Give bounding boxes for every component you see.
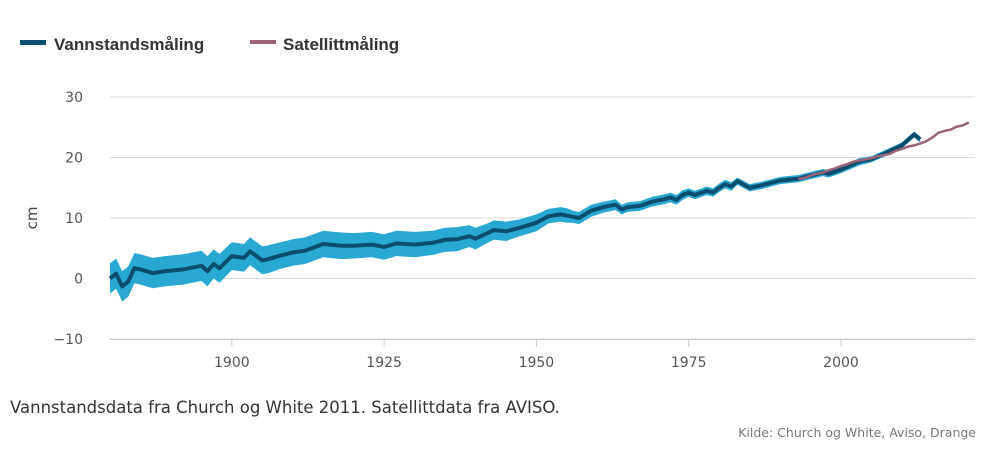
legend-swatch-satellite <box>250 40 276 44</box>
legend-item-satellite[interactable]: Satellittmåling <box>250 35 399 54</box>
x-tick-label: 1975 <box>671 355 707 371</box>
legend-item-tide-gauge[interactable]: Vannstandsmåling <box>20 35 204 54</box>
source-credit: Kilde: Church og White, Aviso, Drange <box>738 425 976 440</box>
y-axis-ticks: −10 0 10 20 30 <box>53 90 83 348</box>
sea-level-chart: Vannstandsmåling Satellittmåling −10 0 10 2… <box>20 35 975 371</box>
y-tick-label: 30 <box>65 90 83 106</box>
legend: Vannstandsmåling Satellittmåling <box>20 35 399 54</box>
y-tick-label: 20 <box>65 151 83 167</box>
x-tick-label: 1950 <box>519 355 555 371</box>
x-tick-label: 1925 <box>366 355 402 371</box>
legend-swatch-tide-gauge <box>20 40 46 45</box>
satellite-series-line <box>798 121 970 180</box>
y-axis-title: cm <box>23 207 41 230</box>
chart-caption: Vannstandsdata fra Church og White 2011.… <box>10 398 560 417</box>
plot-area <box>108 121 970 302</box>
y-tick-label: 0 <box>74 272 83 288</box>
y-tick-label: 10 <box>65 211 83 227</box>
x-axis-ticks: 1900 1925 1950 1975 2000 <box>214 339 859 371</box>
tide-gauge-series-line <box>108 132 922 289</box>
x-tick-label: 2000 <box>823 355 859 371</box>
legend-label-satellite: Satellittmåling <box>283 35 399 54</box>
tide-gauge-uncertainty-band <box>110 131 921 302</box>
legend-label-tide-gauge: Vannstandsmåling <box>54 35 204 54</box>
x-tick-label: 1900 <box>214 355 250 371</box>
y-tick-label: −10 <box>53 332 83 348</box>
